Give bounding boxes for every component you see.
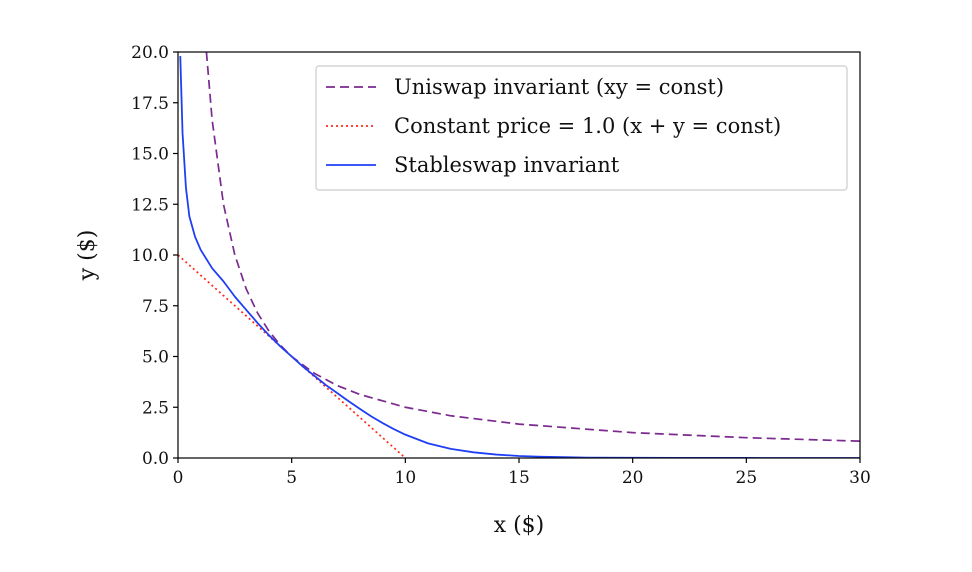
x-tick-label: 5 — [286, 468, 297, 488]
x-tick-label: 10 — [395, 468, 417, 488]
y-tick-label: 5.0 — [142, 348, 169, 368]
y-axis-title: y ($) — [75, 230, 100, 282]
y-tick-label: 15.0 — [131, 145, 169, 165]
x-tick-label: 20 — [622, 468, 644, 488]
x-axis: 0 5 10 15 20 25 30 — [173, 458, 871, 488]
x-axis-title: x ($) — [494, 513, 545, 538]
legend-label-2: Stableswap invariant — [394, 153, 620, 177]
series-line-0 — [205, 52, 860, 442]
y-tick-label: 2.5 — [142, 398, 169, 418]
y-tick-label: 17.5 — [131, 94, 169, 114]
x-tick-label: 15 — [508, 468, 530, 488]
y-tick-label: 20.0 — [131, 43, 169, 63]
y-axis: 0.0 2.5 5.0 7.5 10.0 12.5 15.0 17.5 20.0 — [131, 43, 178, 469]
legend-box — [315, 65, 848, 191]
x-tick-label: 30 — [849, 468, 871, 488]
y-tick-label: 12.5 — [131, 195, 169, 215]
y-tick-label: 10.0 — [131, 246, 169, 266]
legend-label-1: Constant price = 1.0 (x + y = const) — [394, 114, 781, 138]
series-line-2 — [179, 56, 860, 458]
series-line-1 — [178, 254, 406, 458]
x-tick-label: 0 — [173, 468, 184, 488]
x-tick-label: 25 — [736, 468, 758, 488]
y-tick-label: 0.0 — [142, 449, 169, 469]
y-tick-label: 7.5 — [142, 297, 169, 317]
legend-label-0: Uniswap invariant (xy = const) — [394, 75, 724, 99]
legend: Uniswap invariant (xy = const) Constant p… — [315, 65, 848, 191]
series-layer — [178, 52, 860, 458]
